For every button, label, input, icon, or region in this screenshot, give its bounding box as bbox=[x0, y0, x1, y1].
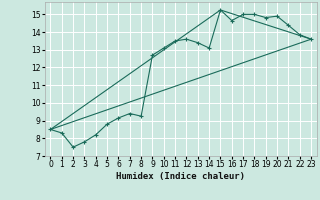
X-axis label: Humidex (Indice chaleur): Humidex (Indice chaleur) bbox=[116, 172, 245, 181]
